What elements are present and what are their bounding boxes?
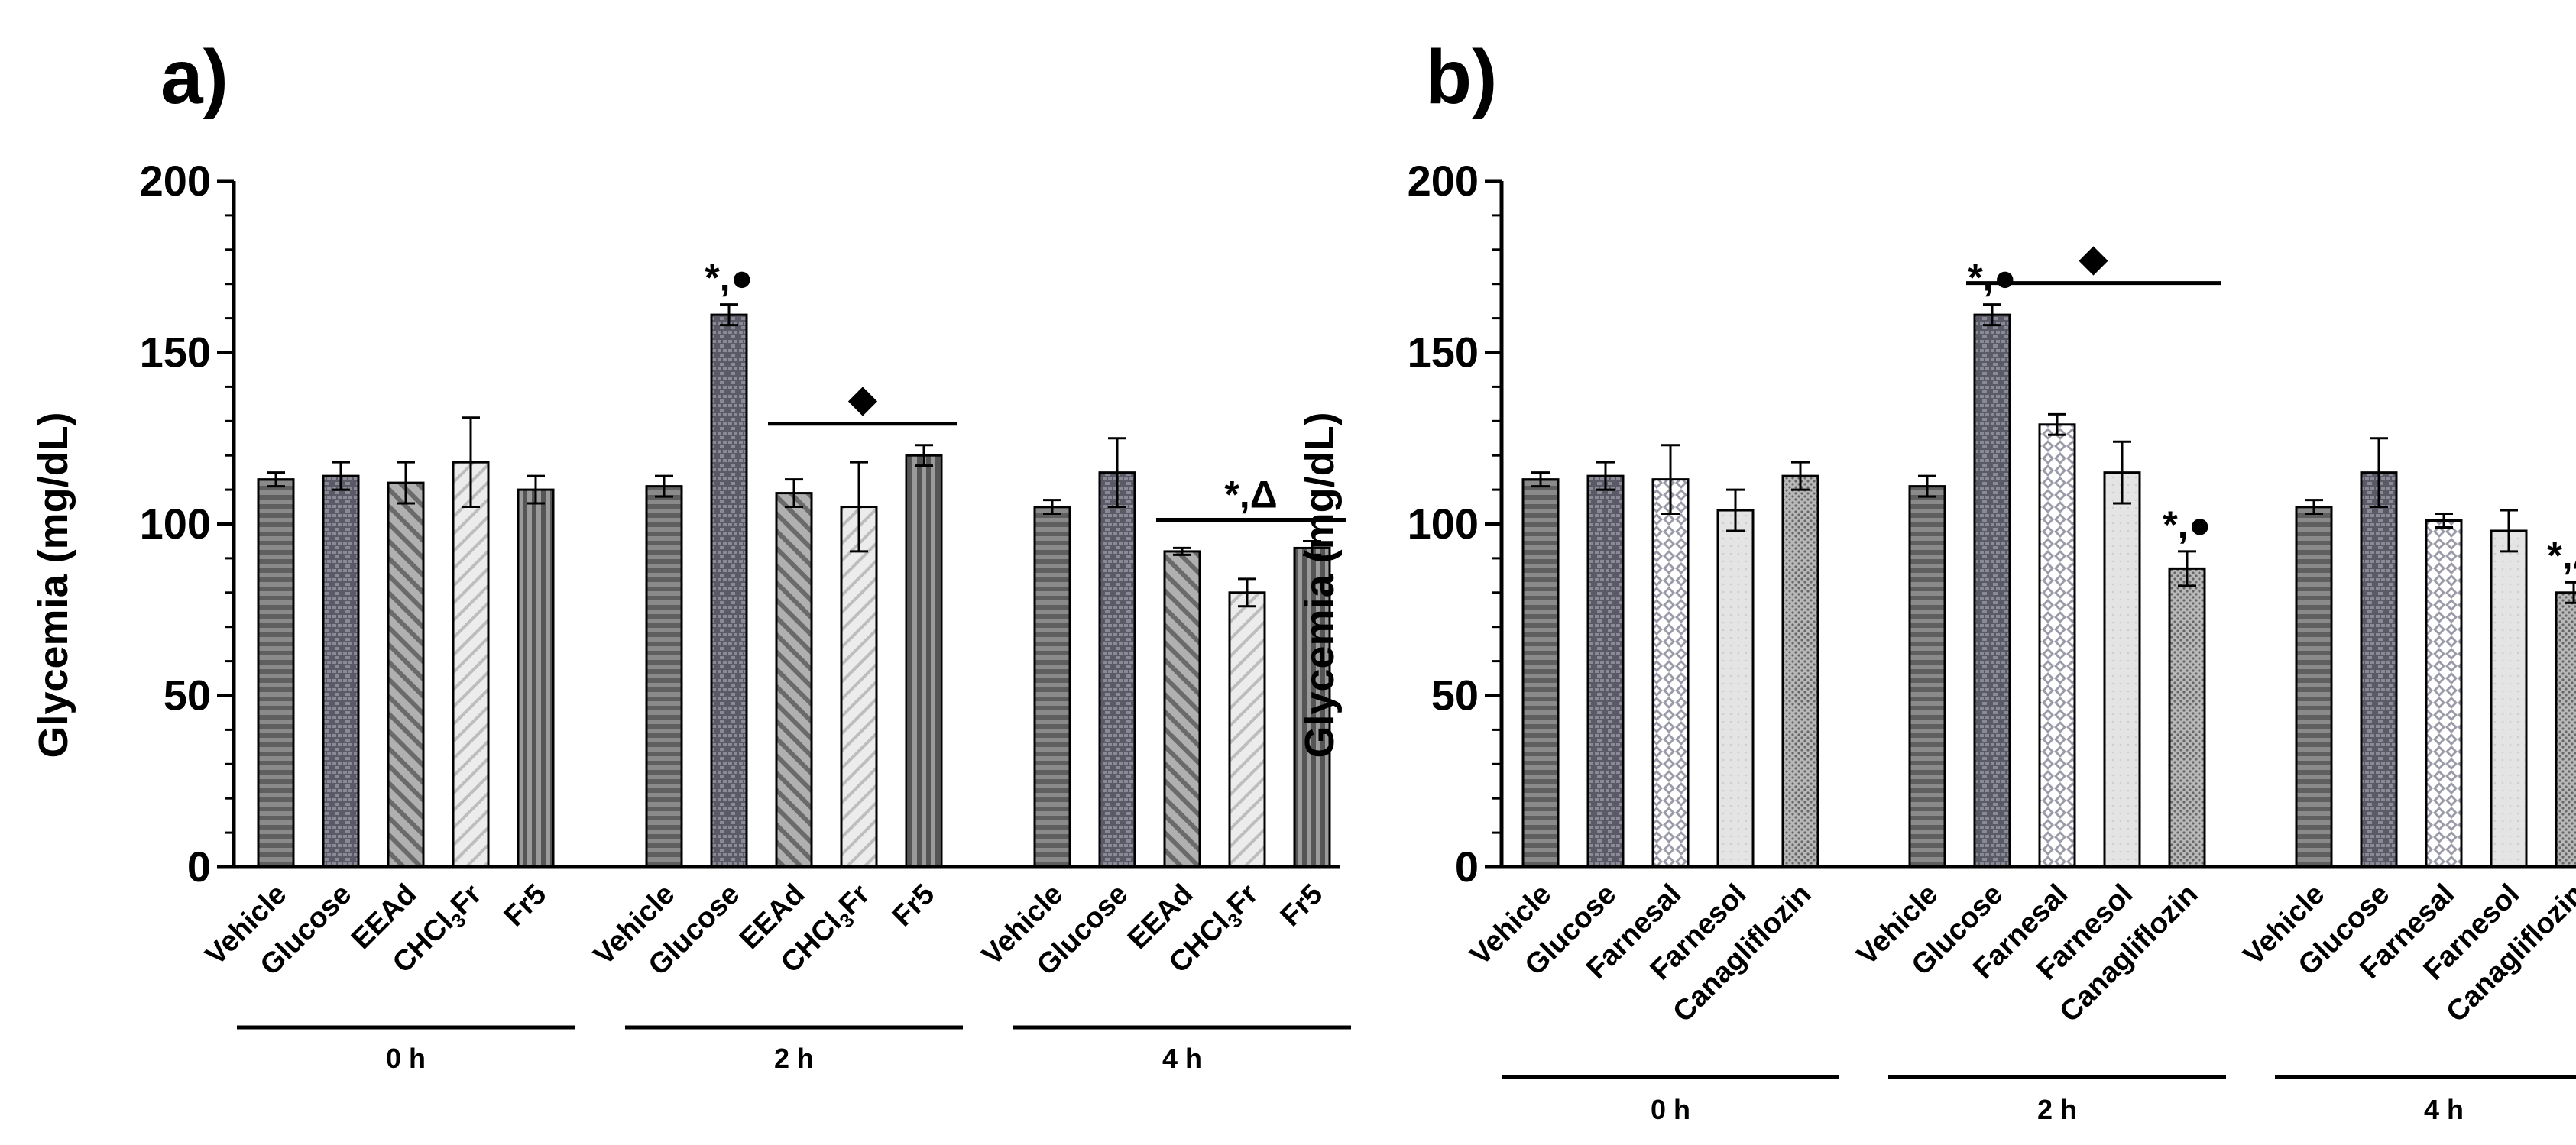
group-label: 2 h <box>2037 1094 2077 1125</box>
group-label: 4 h <box>1162 1043 1202 1074</box>
error-bar <box>2435 513 2453 529</box>
error-bar <box>2500 509 2518 553</box>
y-tick-label: 200 <box>1408 157 1479 205</box>
x-tick-label: Fr5 <box>886 878 941 933</box>
error-bar <box>915 444 933 467</box>
error-bar <box>1238 577 1256 608</box>
bar-group: VehicleGlucoseFarnesalFarnesolCanagliflo… <box>1464 444 1839 1125</box>
error-bar <box>2305 499 2323 516</box>
error-bar <box>267 471 285 488</box>
group-label: 4 h <box>2424 1094 2464 1125</box>
bar <box>1781 474 1819 868</box>
error-bar <box>1531 471 1550 488</box>
bar <box>2038 423 2076 868</box>
bar <box>1228 591 1266 868</box>
bar-group: VehicleGlucoseFarnesalFarnesolCanagliflo… <box>2237 437 2576 1125</box>
error-bar <box>1726 488 1745 532</box>
bar <box>2425 519 2463 868</box>
bar <box>1973 313 2011 868</box>
significance-annotation: *,● <box>2163 503 2211 546</box>
error-bar <box>462 416 480 509</box>
significance-annotation: *,● <box>705 257 753 299</box>
error-bar <box>785 478 803 509</box>
error-bar <box>1918 474 1936 498</box>
error-bar <box>850 461 868 553</box>
error-bar <box>2048 412 2066 436</box>
bar <box>1586 474 1625 868</box>
bar <box>517 488 555 868</box>
bar <box>1716 509 1755 868</box>
x-tick-label: Fr5 <box>498 878 553 933</box>
bar <box>1293 546 1331 868</box>
bar <box>775 492 813 868</box>
significance-annotation: *,Δ <box>2547 534 2576 577</box>
error-bar <box>655 474 673 498</box>
y-tick-label: 200 <box>140 157 211 205</box>
y-tick-label: 50 <box>1431 671 1479 720</box>
panel-letter: a) <box>160 34 228 120</box>
error-bar <box>397 461 415 505</box>
error-bar <box>1661 444 1680 516</box>
bar <box>2555 591 2576 868</box>
bar <box>452 461 490 868</box>
bar <box>1033 506 1071 868</box>
group-label: 0 h <box>1651 1094 1690 1125</box>
bar-group: VehicleGlucose*,●FarnesalFarnesolCanagli… <box>1851 237 2226 1125</box>
bar <box>1521 478 1560 868</box>
panel-letter: b) <box>1425 34 1497 120</box>
bracket-annotation: *,Δ <box>1224 473 1277 516</box>
error-bar <box>1303 539 1321 556</box>
bar <box>2103 471 2141 868</box>
bar <box>1163 550 1201 868</box>
bar <box>840 506 878 868</box>
error-bar <box>2113 440 2131 505</box>
y-tick-label: 50 <box>164 671 211 720</box>
y-tick-label: 150 <box>1408 328 1479 377</box>
error-bar <box>1173 546 1191 556</box>
panel-b: b) 0 50 100 150 200 Glycemia (mg/dL) VehicleGlu… <box>1297 34 2576 1125</box>
group-label: 2 h <box>774 1043 814 1074</box>
bar <box>710 313 748 868</box>
bar <box>1098 471 1136 868</box>
significance-annotation: *,● <box>1968 257 2017 299</box>
bracket-annotation: ◆ <box>2079 237 2108 280</box>
y-axis-label: Glycemia (mg/dL) <box>31 412 76 758</box>
bar <box>387 481 425 868</box>
error-bar <box>1108 437 1126 509</box>
bar <box>257 478 295 868</box>
error-bar <box>332 461 350 491</box>
x-tick-label: Fr5 <box>1275 878 1330 933</box>
bar <box>1651 478 1690 868</box>
error-bar <box>1983 303 2001 327</box>
error-bar <box>2178 550 2196 587</box>
group-label: 0 h <box>386 1043 426 1074</box>
error-bar <box>2565 581 2576 604</box>
bracket-annotation: ◆ <box>848 377 878 420</box>
bar <box>2168 567 2206 868</box>
y-tick-label: 150 <box>140 328 211 377</box>
bar <box>2490 529 2528 868</box>
error-bar <box>2370 437 2388 509</box>
error-bar <box>527 474 545 505</box>
error-bar <box>1596 461 1615 491</box>
y-tick-label: 100 <box>140 500 211 548</box>
error-bar <box>1791 461 1810 491</box>
error-bar <box>1043 499 1061 516</box>
bar <box>645 485 683 868</box>
y-tick-label: 100 <box>1408 500 1479 548</box>
y-tick-label: 0 <box>1455 843 1479 891</box>
y-tick-label: 0 <box>187 843 211 891</box>
bar <box>905 454 943 868</box>
bar <box>1908 485 1946 868</box>
bar <box>2360 471 2398 868</box>
error-bar <box>720 303 738 327</box>
bar <box>2295 506 2333 868</box>
bar <box>322 474 360 868</box>
y-axis-label: Glycemia (mg/dL) <box>1297 412 1343 758</box>
